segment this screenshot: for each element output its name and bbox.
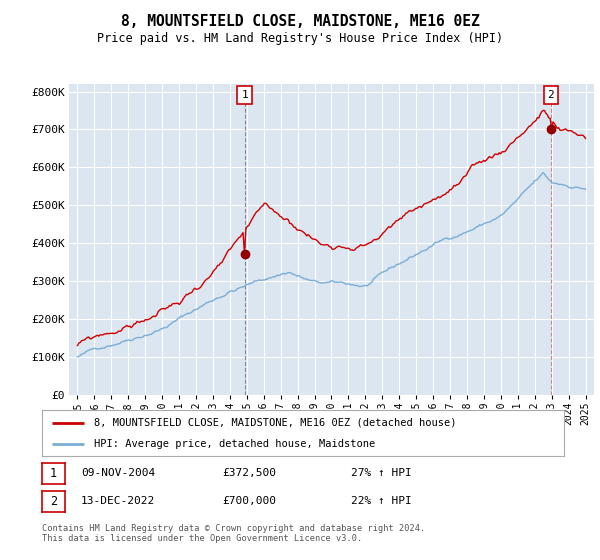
Text: £700,000: £700,000 — [222, 496, 276, 506]
Text: 09-NOV-2004: 09-NOV-2004 — [81, 468, 155, 478]
Text: 2: 2 — [50, 494, 57, 508]
Text: 8, MOUNTSFIELD CLOSE, MAIDSTONE, ME16 0EZ (detached house): 8, MOUNTSFIELD CLOSE, MAIDSTONE, ME16 0E… — [94, 418, 457, 428]
Text: Contains HM Land Registry data © Crown copyright and database right 2024.
This d: Contains HM Land Registry data © Crown c… — [42, 524, 425, 543]
Text: 22% ↑ HPI: 22% ↑ HPI — [351, 496, 412, 506]
Text: 1: 1 — [50, 466, 57, 480]
Text: 27% ↑ HPI: 27% ↑ HPI — [351, 468, 412, 478]
Text: 8, MOUNTSFIELD CLOSE, MAIDSTONE, ME16 0EZ: 8, MOUNTSFIELD CLOSE, MAIDSTONE, ME16 0E… — [121, 14, 479, 29]
Text: HPI: Average price, detached house, Maidstone: HPI: Average price, detached house, Maid… — [94, 439, 376, 449]
Text: 2: 2 — [548, 90, 554, 100]
Text: 1: 1 — [241, 90, 248, 100]
Text: £372,500: £372,500 — [222, 468, 276, 478]
Text: Price paid vs. HM Land Registry's House Price Index (HPI): Price paid vs. HM Land Registry's House … — [97, 32, 503, 45]
Text: 13-DEC-2022: 13-DEC-2022 — [81, 496, 155, 506]
